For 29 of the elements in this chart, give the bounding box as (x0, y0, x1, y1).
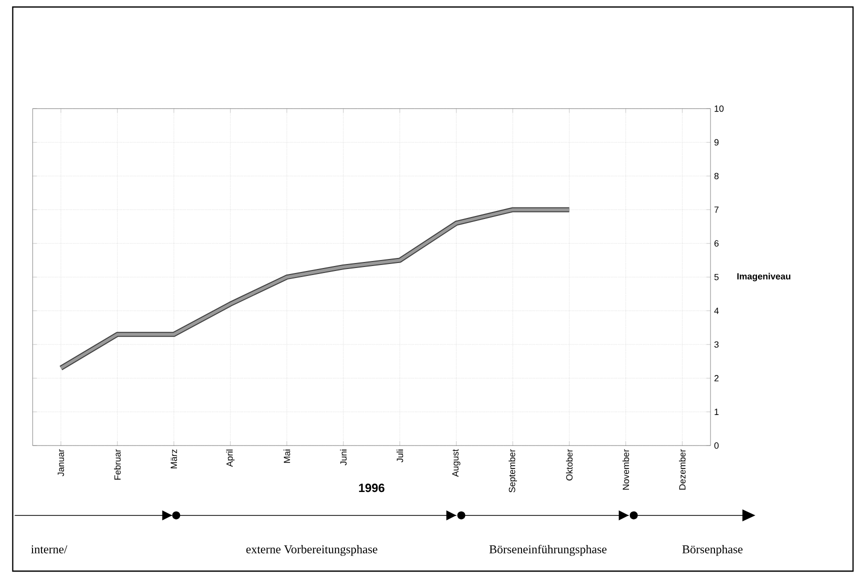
x-tick-label: Januar (58, 449, 64, 476)
text: interne/ (31, 545, 68, 554)
y-tick-label: 10 (714, 105, 724, 112)
x-tick-label: Dezember (678, 449, 686, 490)
y-tick-label: 0 (714, 442, 719, 449)
x-tick-label: August (452, 449, 460, 477)
x-tick-label: März (170, 449, 178, 468)
y-tick-label: 8 (714, 172, 719, 180)
y-tick-label: 3 (714, 341, 719, 348)
y-tick-label: 9 (714, 139, 719, 146)
x-tick-label: Oktober (566, 449, 573, 480)
text: Börseneinführungsphase (489, 544, 607, 556)
x-axis-title: 1996 (359, 484, 384, 492)
y-axis-title: Imageniveau (737, 272, 790, 282)
y-tick-label: 1 (714, 408, 719, 415)
y-tick-label: 5 (714, 274, 719, 280)
y-tick-label: 2 (714, 374, 719, 382)
x-tick-label: April (226, 450, 235, 467)
x-tick-label: Juni (340, 450, 347, 466)
y-tick-label: 6 (714, 240, 719, 247)
x-tick-label: November (622, 449, 630, 490)
x-tick-label: September (508, 449, 517, 492)
text: externe Vorbereitungsphase (246, 544, 378, 556)
x-tick-label: Juli (396, 450, 404, 462)
y-tick-label: 4 (714, 308, 719, 314)
x-tick-label: Mai (284, 450, 290, 463)
y-tick-label: 7 (714, 206, 719, 213)
text: Börsenphase (682, 544, 743, 556)
x-tick-label: Februar (114, 449, 121, 480)
